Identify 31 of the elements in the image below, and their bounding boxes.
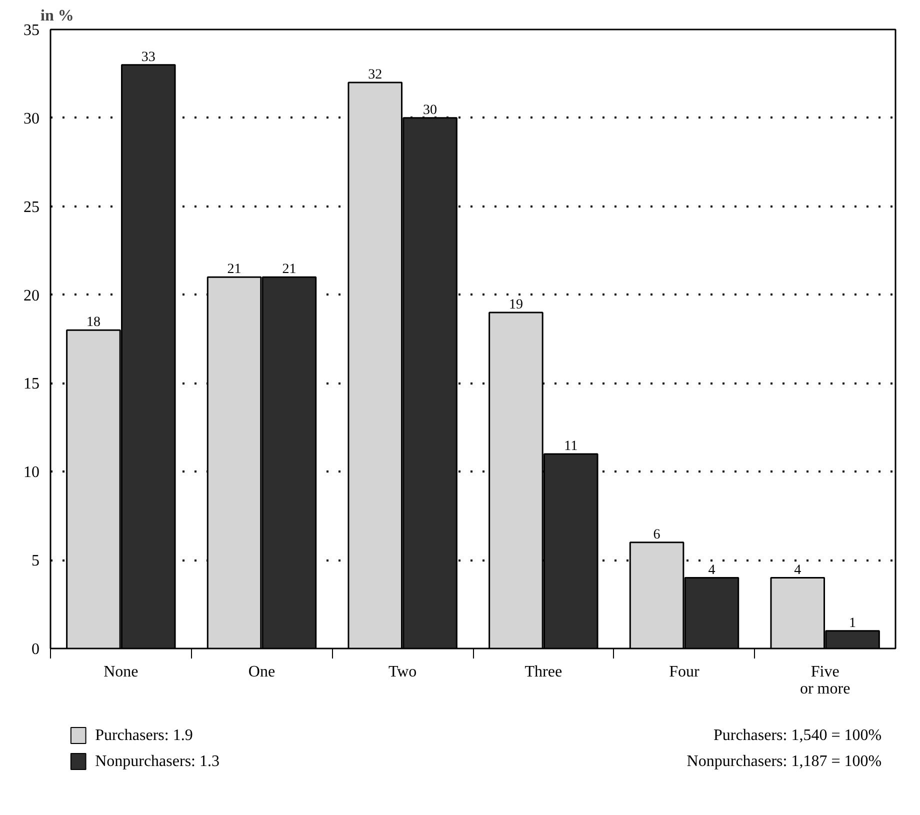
x-tick-label: Three: [524, 664, 562, 680]
data-label: 11: [564, 438, 578, 454]
data-label: 4: [708, 562, 716, 578]
legend-label: Purchasers: 1.9: [95, 727, 193, 744]
y-tick-label: 20: [24, 287, 40, 304]
y-tick-label: 0: [32, 641, 40, 658]
x-tick-label: Four: [669, 664, 700, 680]
x-tick-label: Two: [388, 664, 417, 680]
x-tick-label: One: [248, 664, 276, 680]
data-label: 30: [423, 102, 438, 118]
y-tick-label: 15: [24, 376, 40, 393]
data-label: 21: [227, 262, 242, 278]
data-label: 19: [508, 297, 523, 312]
data-label: 4: [794, 562, 802, 578]
text: Purchasers: 1,540 = 100%: [713, 727, 882, 744]
data-label: 21: [282, 262, 296, 278]
y-axis-title: in %: [40, 8, 74, 24]
data-label: 18: [86, 315, 100, 330]
text: Nonpurchasers: 1,187 = 100%: [686, 753, 882, 770]
legend-label: Nonpurchasers: 1.3: [95, 753, 220, 770]
x-tick-label: Five or more: [800, 664, 850, 698]
data-label: 6: [653, 527, 660, 542]
data-label: 33: [141, 50, 156, 65]
y-tick-label: 10: [24, 464, 40, 482]
y-tick-label: 5: [32, 552, 40, 570]
data-label: 1: [849, 616, 856, 631]
y-tick-label: 30: [24, 110, 40, 128]
y-tick-label: 25: [24, 198, 40, 216]
x-tick-label: None: [104, 664, 138, 680]
y-tick-label: 35: [24, 22, 40, 39]
data-label: 32: [368, 68, 382, 83]
